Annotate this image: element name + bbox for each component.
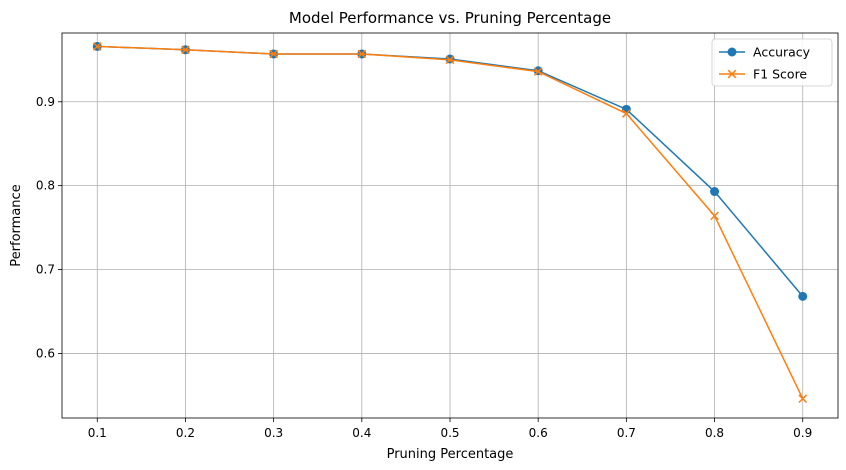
data-point-x [445, 55, 455, 65]
x-tick-label: 0.2 [176, 426, 195, 440]
data-point-circle [710, 187, 720, 197]
x-tick-label: 0.6 [529, 426, 548, 440]
series-1 [92, 42, 808, 404]
data-point-x [181, 45, 190, 55]
data-point-x [798, 394, 808, 404]
x-tick-label: 0.4 [352, 426, 371, 440]
legend-label: Accuracy [753, 45, 811, 60]
data-point-x [622, 109, 631, 118]
legend: Accuracy F1 Score [711, 38, 833, 87]
x-tick-label: 0.1 [88, 426, 107, 440]
grid-lines [62, 33, 838, 418]
data-point-x [269, 49, 278, 59]
legend-item: Accuracy [719, 45, 811, 60]
data-point-x [92, 42, 102, 51]
x-tick-label: 0.8 [705, 426, 724, 440]
legend-item: F1 Score [719, 67, 807, 82]
data-point-x [533, 67, 543, 76]
chart-title: Model Performance vs. Pruning Percentage [289, 9, 611, 27]
data-series [92, 41, 808, 404]
y-tick-label: 0.6 [36, 346, 55, 360]
x-axis-label: Pruning Percentage [387, 447, 514, 462]
data-point-x [710, 211, 719, 221]
x-tick-label: 0.9 [793, 426, 812, 440]
y-tick-label: 0.8 [36, 179, 55, 193]
y-axis-label: Performance [9, 184, 24, 266]
legend-label: F1 Score [753, 67, 807, 82]
x-tick-label: 0.3 [264, 426, 283, 440]
data-point-x [727, 69, 737, 79]
x-tick-label: 0.7 [617, 426, 636, 440]
data-point-circle [798, 291, 808, 301]
data-point-x [357, 49, 367, 59]
x-tick-label: 0.5 [440, 426, 459, 440]
y-tick-label: 0.9 [36, 95, 55, 109]
data-point-circle [727, 47, 737, 57]
y-tick-label: 0.7 [36, 263, 55, 277]
axis-ticks: 0.1 0.2 0.3 0.4 0.5 0.6 0.7 0.8 0.9 0.6 0.7 0.8 0.9 [36, 95, 812, 440]
